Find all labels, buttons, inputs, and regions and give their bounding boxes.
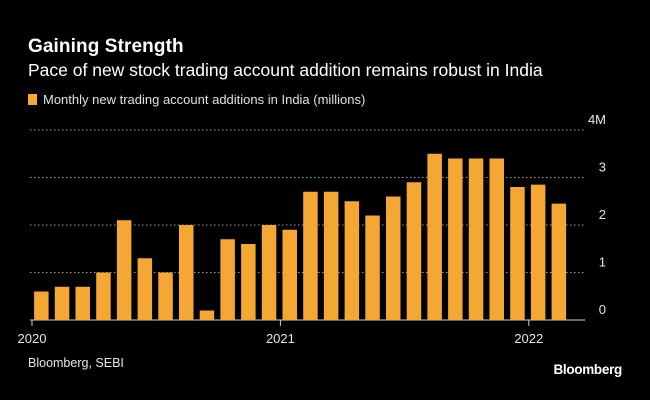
bar [489,158,504,320]
bar [406,182,422,320]
y-tick-label: 4M [588,112,606,127]
bar [96,272,111,320]
bar [323,191,339,320]
bar [179,225,194,320]
bar [75,286,90,320]
y-tick-label: 1 [599,255,606,270]
legend-swatch [28,94,37,105]
bar [530,184,546,320]
bar [199,310,215,320]
chart-title: Gaining Strength [28,36,184,57]
chart-subtitle: Pace of new stock trading account additi… [28,60,543,80]
x-tick-label: 2021 [266,331,295,346]
bar [448,158,463,320]
bar [365,215,380,320]
bar [241,244,256,320]
bar [137,258,153,320]
legend: Monthly new trading account additions in… [28,92,365,107]
bar [303,191,318,320]
x-tick-label: 2022 [514,331,543,346]
bloomberg-logo: Bloomberg [553,362,622,377]
legend-label: Monthly new trading account additions in… [43,92,366,107]
bar [427,153,442,320]
bar [386,196,401,320]
bar [158,272,173,320]
bar [468,158,484,320]
y-tick-label: 0 [599,302,606,317]
bar [220,239,235,320]
source-note: Bloomberg, SEBI [28,356,124,370]
x-tick-label: 2020 [18,331,47,346]
bar [34,291,49,320]
bar [54,286,70,320]
bar [261,225,277,320]
bar [551,203,567,320]
bar [510,187,525,320]
bar [116,220,132,320]
y-tick-label: 3 [599,160,606,175]
y-tick-label: 2 [599,207,606,222]
bar [344,201,360,320]
bar [282,229,297,320]
